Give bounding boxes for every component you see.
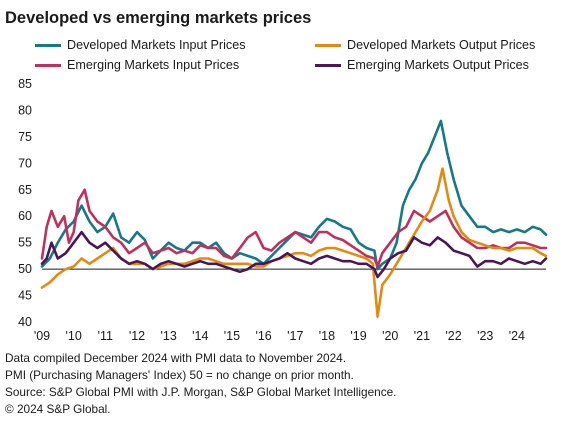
legend-label-dm-input: Developed Markets Input Prices [67, 38, 246, 52]
y-tick-label-55: 55 [18, 236, 32, 250]
x-tick-label-12: '12 [129, 329, 145, 343]
x-tick-label-16: '16 [255, 329, 271, 343]
x-tick-label-17: '17 [287, 329, 303, 343]
y-tick-label-60: 60 [18, 209, 32, 223]
y-tick-label-40: 40 [18, 315, 32, 329]
legend-item-dm-output: Developed Markets Output Prices [315, 38, 535, 52]
y-tick-label-85: 85 [18, 77, 32, 91]
x-tick-label-22: '22 [445, 329, 461, 343]
x-tick-label-13: '13 [160, 329, 176, 343]
legend-swatch-em-input [35, 63, 61, 67]
y-tick-label-50: 50 [18, 262, 32, 276]
x-tick-label-11: '11 [98, 329, 113, 343]
x-tick-label-24: '24 [509, 329, 525, 343]
y-tick-label-75: 75 [18, 130, 32, 144]
x-tick-label-18: '18 [319, 329, 335, 343]
x-tick-label-15: '15 [224, 329, 240, 343]
legend-label-dm-output: Developed Markets Output Prices [347, 38, 536, 52]
x-tick-label-14: '14 [192, 329, 208, 343]
x-tick-label-20: '20 [382, 329, 398, 343]
x-tick-label-19: '19 [350, 329, 366, 343]
y-tick-label-80: 80 [18, 103, 32, 117]
footnote-pmi-definition: PMI (Purchasing Managers' Index) 50 = no… [5, 368, 354, 382]
footnote-copyright: © 2024 S&P Global. [5, 402, 111, 416]
legend-swatch-em-output [315, 63, 341, 67]
legend-item-em-input: Emerging Markets Input Prices [35, 58, 239, 72]
x-tick-label-21: '21 [414, 329, 430, 343]
legend-item-em-output: Emerging Markets Output Prices [315, 58, 529, 72]
legend-label-em-output: Emerging Markets Output Prices [347, 58, 529, 72]
x-tick-label-09: '09 [34, 329, 50, 343]
x-tick-label-10: '10 [66, 329, 82, 343]
legend-label-em-input: Emerging Markets Input Prices [67, 58, 240, 72]
y-tick-label-45: 45 [18, 289, 32, 303]
series-line-emerging-markets-output-prices [40, 230, 548, 279]
y-tick-label-70: 70 [18, 156, 32, 170]
legend-swatch-dm-output [315, 43, 341, 47]
legend-item-dm-input: Developed Markets Input Prices [35, 38, 246, 52]
footnote-data-compiled: Data compiled December 2024 with PMI dat… [5, 351, 346, 365]
y-tick-label-65: 65 [18, 183, 32, 197]
footnote-source: Source: S&P Global PMI with J.P. Morgan,… [5, 385, 397, 399]
x-tick-label-23: '23 [477, 329, 493, 343]
legend-swatch-dm-input [35, 43, 61, 47]
series-line-developed-markets-input-prices [40, 119, 548, 271]
series-line-emerging-markets-input-prices [40, 188, 548, 268]
chart-title: Developed vs emerging markets prices [5, 9, 312, 27]
